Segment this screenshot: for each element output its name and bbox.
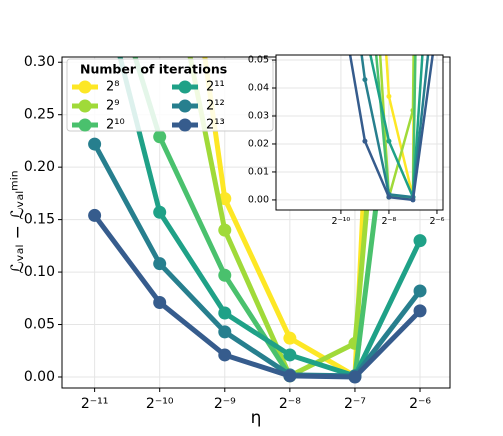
- series-line: [369, 55, 424, 199]
- data-point: [218, 325, 232, 339]
- data-point: [348, 370, 362, 384]
- legend-marker: [78, 80, 92, 94]
- data-point: [386, 93, 392, 99]
- legend-title: Number of iterations: [80, 62, 227, 77]
- series-line: [348, 55, 434, 202]
- x-tick-label: 2⁻¹⁰: [332, 216, 351, 227]
- y-tick-label: 0.25: [24, 107, 55, 123]
- data-point: [413, 284, 427, 298]
- data-point: [362, 77, 368, 83]
- data-point: [153, 295, 167, 309]
- legend-label: 2⁹: [106, 99, 119, 114]
- legend-box: [66, 58, 274, 132]
- series-line: [360, 55, 430, 199]
- y-tick-label: 0.20: [24, 159, 55, 175]
- legend-marker: [178, 80, 192, 94]
- y-tick-label: 0.00: [248, 194, 269, 205]
- legend-label: 2¹²: [206, 99, 225, 114]
- data-point: [362, 27, 367, 32]
- data-point: [362, 138, 368, 144]
- plot-frame: [61, 56, 451, 389]
- data-point: [153, 130, 167, 144]
- legend-marker: [78, 118, 92, 132]
- data-point: [386, 138, 392, 144]
- data-point: [153, 257, 167, 271]
- x-tick-label: 2⁻⁷: [344, 396, 366, 412]
- data-point: [88, 137, 102, 151]
- data-point: [218, 348, 232, 362]
- legend-label: 2¹¹: [206, 80, 225, 95]
- y-tick-label: 0.00: [24, 369, 55, 385]
- y-tick-label: 0.05: [24, 317, 55, 333]
- series-line: [92, 142, 423, 379]
- legend-marker: [178, 99, 192, 113]
- legend-label: 2¹⁰: [106, 118, 125, 133]
- y-tick-label: 0.10: [24, 264, 55, 280]
- x-tick-label: 2⁻⁸: [381, 216, 396, 227]
- legend-label: 2¹³: [206, 118, 225, 133]
- y-tick-label: 0.15: [24, 212, 55, 228]
- x-tick-label: 2⁻¹¹: [81, 396, 109, 412]
- y-tick-label: 0.02: [248, 138, 269, 149]
- x-tick-label: 2⁻⁶: [430, 216, 445, 227]
- legend: Number of iterations 2⁸ 2⁹ 2¹⁰ 2¹¹ 2¹² 2¹³: [66, 58, 274, 133]
- data-point: [153, 205, 167, 219]
- plot-frame: [275, 54, 444, 211]
- data-point: [218, 306, 232, 320]
- legend-label: 2⁸: [106, 80, 119, 95]
- data-point: [88, 208, 102, 222]
- series-group: [338, 0, 439, 203]
- x-tick-label: 2⁻⁸: [279, 396, 301, 412]
- series-group: [88, 57, 427, 384]
- y-tick-label: 0.04: [248, 83, 269, 94]
- y-tick-label: 0.03: [248, 110, 269, 121]
- data-point: [410, 197, 416, 203]
- x-tick-label: 2⁻⁶: [409, 396, 431, 412]
- data-point: [386, 194, 392, 200]
- data-point: [218, 268, 232, 282]
- data-point: [218, 223, 232, 237]
- data-point: [283, 369, 297, 383]
- legend-marker: [178, 118, 192, 132]
- x-axis-label: η: [251, 408, 262, 428]
- y-axis-label: ℒᵥₐₗ − ℒᵥₐₗᵐⁱⁿ: [8, 170, 28, 273]
- y-tick-label: 0.05: [248, 55, 269, 66]
- data-point: [338, 0, 343, 4]
- series-line: [92, 213, 422, 380]
- y-tick-label: 0.30: [24, 54, 55, 70]
- data-point: [413, 234, 427, 248]
- legend-marker: [78, 99, 92, 113]
- data-point: [283, 331, 297, 345]
- x-tick-label: 2⁻⁹: [214, 396, 236, 412]
- data-point: [434, 21, 439, 26]
- series-line: [374, 55, 417, 199]
- data-point: [413, 304, 427, 318]
- data-point: [283, 348, 297, 362]
- series-line: [117, 57, 423, 379]
- y-tick-label: 0.01: [248, 166, 269, 177]
- x-tick-label: 2⁻¹⁰: [146, 396, 174, 412]
